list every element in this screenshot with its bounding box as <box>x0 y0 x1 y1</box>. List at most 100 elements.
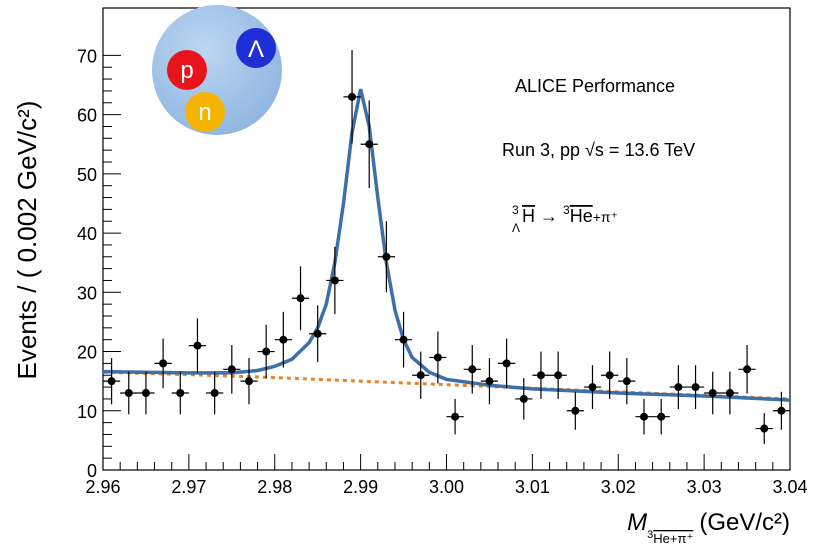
marker <box>485 377 494 386</box>
decay-rest: +π⁺ <box>593 209 618 225</box>
data-point <box>223 345 241 394</box>
data-point <box>377 221 395 293</box>
marker <box>743 365 752 374</box>
marker <box>433 353 442 362</box>
data-point <box>755 413 773 444</box>
data-point <box>257 324 275 379</box>
data-point <box>704 371 722 415</box>
background-curve <box>102 370 791 401</box>
marker <box>536 371 545 380</box>
data-point <box>394 311 413 368</box>
data-point <box>429 331 447 384</box>
proton-disc <box>167 50 207 90</box>
data-point <box>498 338 516 389</box>
run-label: Run 3, pp √s = 13.6 TeV <box>502 140 695 160</box>
data-point <box>635 398 653 435</box>
data-point <box>137 371 155 415</box>
marker <box>159 359 168 368</box>
marker <box>382 252 391 261</box>
marker <box>279 335 288 344</box>
marker <box>107 377 116 386</box>
decay-hyper: Λ <box>512 221 520 235</box>
data-point <box>532 351 550 399</box>
data-point <box>274 311 292 368</box>
marker <box>725 389 734 397</box>
lambda-disc <box>236 28 276 68</box>
data-point <box>566 391 584 430</box>
data-point <box>206 371 224 415</box>
marker <box>330 276 339 285</box>
marker <box>262 347 271 356</box>
x-tick-label: 2.96 <box>85 477 120 497</box>
marker <box>571 406 580 415</box>
marker <box>519 394 528 403</box>
y-tick-label: 20 <box>77 343 97 363</box>
decay-product-mass: 3 <box>563 203 570 217</box>
marker <box>244 377 253 386</box>
y-tick-label: 60 <box>77 106 97 126</box>
data-point <box>669 365 687 409</box>
x-title-sub-mass: 3 <box>647 529 653 541</box>
data-point <box>291 266 310 331</box>
x-tick-label: 2.99 <box>343 477 378 497</box>
neutron-disc <box>185 92 225 132</box>
x-axis-title: M3He+π⁺ (GeV/c²) <box>627 509 790 544</box>
marker <box>605 371 614 380</box>
data-point <box>652 398 670 435</box>
x-tick-label: 3.01 <box>515 477 550 497</box>
marker <box>451 412 460 421</box>
data-point <box>686 365 705 409</box>
data-point <box>360 100 378 189</box>
x-title-sub-nucleus: He+π⁺ <box>653 531 693 544</box>
data-point <box>188 318 207 373</box>
data-point <box>480 358 499 405</box>
y-tick-label: 0 <box>87 461 97 481</box>
x-tick-label: 3.00 <box>429 477 464 497</box>
marker <box>468 365 477 374</box>
decay-mass: 3 <box>512 203 519 217</box>
data-point <box>240 358 258 405</box>
experiment-label: ALICE Performance <box>515 76 675 96</box>
data-point <box>171 371 189 415</box>
marker <box>622 377 631 386</box>
decay-nucleus: H <box>522 206 535 226</box>
data-point <box>326 246 344 315</box>
data-point <box>738 345 756 394</box>
data-point <box>618 358 636 405</box>
marker <box>296 294 305 303</box>
fit-curve <box>102 88 791 402</box>
marker <box>640 412 649 421</box>
marker <box>193 341 202 350</box>
y-axis-title: Events / ( 0.002 GeV/c²) <box>12 101 42 380</box>
marker <box>416 371 425 380</box>
marker <box>777 406 786 415</box>
marker <box>708 389 717 397</box>
data-point <box>515 378 533 420</box>
decay-label: 3 ΛH → 3He+π⁺ <box>512 203 618 235</box>
logo: p Λ n <box>152 5 282 135</box>
marker <box>502 359 511 368</box>
x-tick-label: 2.98 <box>257 477 292 497</box>
data-point <box>446 398 464 435</box>
proton-label: p <box>180 57 193 84</box>
marker <box>124 389 133 397</box>
x-tick-label: 2.97 <box>171 477 206 497</box>
y-tick-label: 70 <box>77 46 97 66</box>
decay-product: He <box>570 206 593 226</box>
marker <box>657 412 666 421</box>
marker <box>588 383 597 392</box>
data-point <box>309 305 327 363</box>
data-point <box>463 345 481 394</box>
data-point <box>772 391 791 430</box>
data-point <box>721 371 739 415</box>
marker <box>210 389 219 397</box>
marker <box>348 92 357 101</box>
x-title-symbol: M <box>627 509 647 536</box>
data-point <box>343 50 361 144</box>
marker <box>554 371 563 380</box>
marker <box>399 335 408 344</box>
marker <box>674 383 683 392</box>
y-tick-label: 10 <box>77 402 97 422</box>
